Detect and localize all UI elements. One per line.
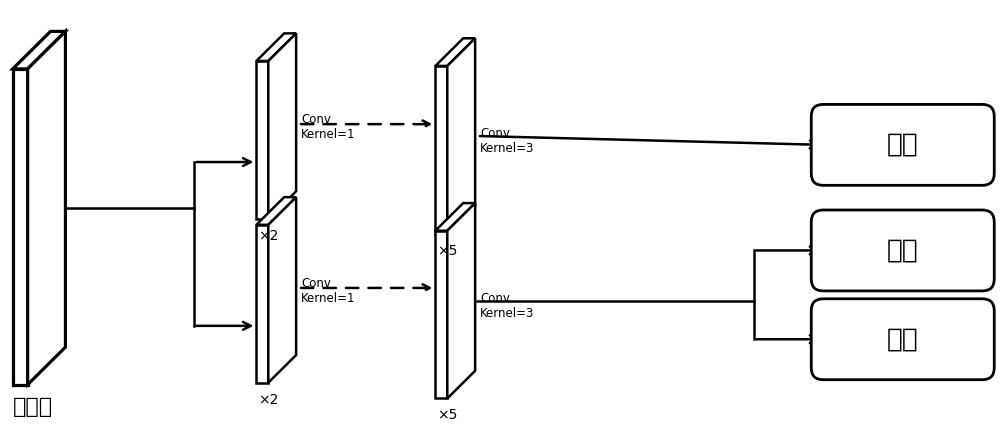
Text: 特征图: 特征图 <box>13 397 53 417</box>
Text: ×5: ×5 <box>437 244 458 257</box>
Text: 回归: 回归 <box>887 237 919 263</box>
Polygon shape <box>268 197 296 383</box>
Text: ×2: ×2 <box>258 393 279 407</box>
Polygon shape <box>256 197 296 225</box>
Polygon shape <box>256 33 296 61</box>
Polygon shape <box>435 38 475 66</box>
Polygon shape <box>447 38 475 234</box>
FancyBboxPatch shape <box>811 299 994 380</box>
Text: Conv
Kernel=1: Conv Kernel=1 <box>301 277 356 305</box>
Polygon shape <box>256 61 268 219</box>
Text: Conv
Kernel=1: Conv Kernel=1 <box>301 113 356 141</box>
Text: Conv
Kernel=3: Conv Kernel=3 <box>480 127 534 155</box>
Polygon shape <box>268 33 296 219</box>
FancyBboxPatch shape <box>811 104 994 185</box>
Polygon shape <box>435 203 475 231</box>
Polygon shape <box>435 66 447 234</box>
Polygon shape <box>256 225 268 383</box>
Polygon shape <box>435 231 447 399</box>
Polygon shape <box>13 69 28 385</box>
Text: 分类: 分类 <box>887 132 919 158</box>
Text: 方向: 方向 <box>887 326 919 352</box>
Polygon shape <box>28 31 65 385</box>
Polygon shape <box>13 31 65 69</box>
Polygon shape <box>447 203 475 399</box>
Text: ×5: ×5 <box>437 408 458 422</box>
Text: ×2: ×2 <box>258 229 279 243</box>
Text: Conv
Kernel=3: Conv Kernel=3 <box>480 292 534 320</box>
FancyBboxPatch shape <box>811 210 994 291</box>
